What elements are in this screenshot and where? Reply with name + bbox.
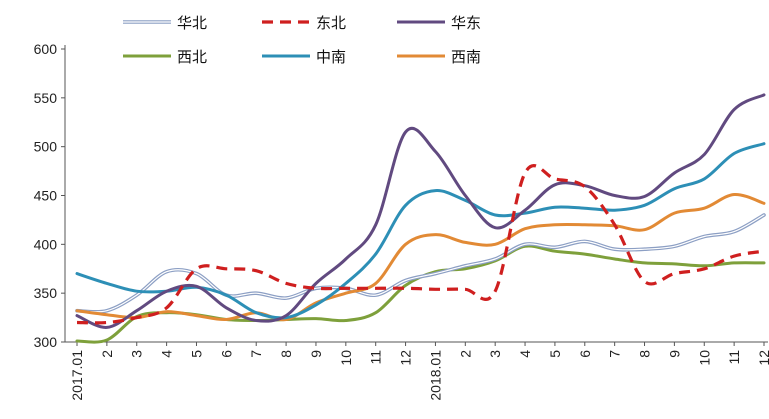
legend-label: 华东 xyxy=(451,14,481,32)
series-line-3 xyxy=(75,93,766,329)
x-tick-label: 4 xyxy=(159,350,175,358)
x-tick-label: 2 xyxy=(457,350,473,358)
x-tick-label: 6 xyxy=(218,350,234,358)
x-tick-label: 11 xyxy=(368,350,384,365)
series-lines xyxy=(75,93,766,344)
y-tick-label: 400 xyxy=(34,236,58,252)
y-tick-label: 450 xyxy=(34,188,58,204)
series-line-4 xyxy=(75,244,766,344)
x-tick-label: 8 xyxy=(637,350,653,358)
x-tick-label: 3 xyxy=(129,350,145,358)
legend-label: 中南 xyxy=(316,48,346,66)
x-tick-label: 12 xyxy=(398,350,414,366)
x-tick-label: 10 xyxy=(696,350,712,366)
x-tick-label: 11 xyxy=(726,350,742,365)
x-tick-label: 2 xyxy=(99,350,115,358)
x-tick-label: 2017.01 xyxy=(69,350,85,401)
x-tick-label: 5 xyxy=(188,350,204,358)
x-tick-label: 9 xyxy=(308,350,324,358)
y-tick-label: 300 xyxy=(34,334,58,350)
legend-item-4: 西北 xyxy=(123,48,207,66)
y-tick-label: 600 xyxy=(34,41,58,57)
x-tick-label: 8 xyxy=(278,350,294,358)
y-tick-label: 550 xyxy=(34,90,58,106)
x-tick-label: 5 xyxy=(547,350,563,358)
legend-item-6: 西南 xyxy=(397,48,481,66)
legend-label: 西南 xyxy=(451,48,481,66)
legend-item-5: 中南 xyxy=(262,48,346,66)
legend-item-3: 华东 xyxy=(397,14,481,32)
x-tick-label: 7 xyxy=(607,350,623,358)
legend-item-2: 东北 xyxy=(262,14,346,32)
x-tick-label: 2018.01 xyxy=(427,350,443,401)
x-tick-label: 7 xyxy=(248,350,264,358)
x-tick-label: 12 xyxy=(756,350,769,366)
series-line-2 xyxy=(76,164,765,325)
legend-label: 西北 xyxy=(177,48,207,66)
y-tick-label: 500 xyxy=(34,139,58,155)
y-tick-label: 350 xyxy=(34,285,58,301)
x-tick-label: 9 xyxy=(666,350,682,358)
x-tick-label: 10 xyxy=(338,350,354,366)
legend-item-1: 华北 xyxy=(123,14,207,32)
x-tick-label: 3 xyxy=(487,350,503,358)
x-tick-label: 4 xyxy=(517,350,533,358)
series-line-6 xyxy=(75,192,766,322)
x-tick-label: 6 xyxy=(577,350,593,358)
legend-label: 华北 xyxy=(177,14,207,32)
legend-label: 东北 xyxy=(316,14,346,32)
axes: 300 350 400 450 500 550 600 2017.01 2 3 4 5 6 7 8 9 10 11… xyxy=(34,41,769,401)
series-line-5 xyxy=(75,142,766,320)
